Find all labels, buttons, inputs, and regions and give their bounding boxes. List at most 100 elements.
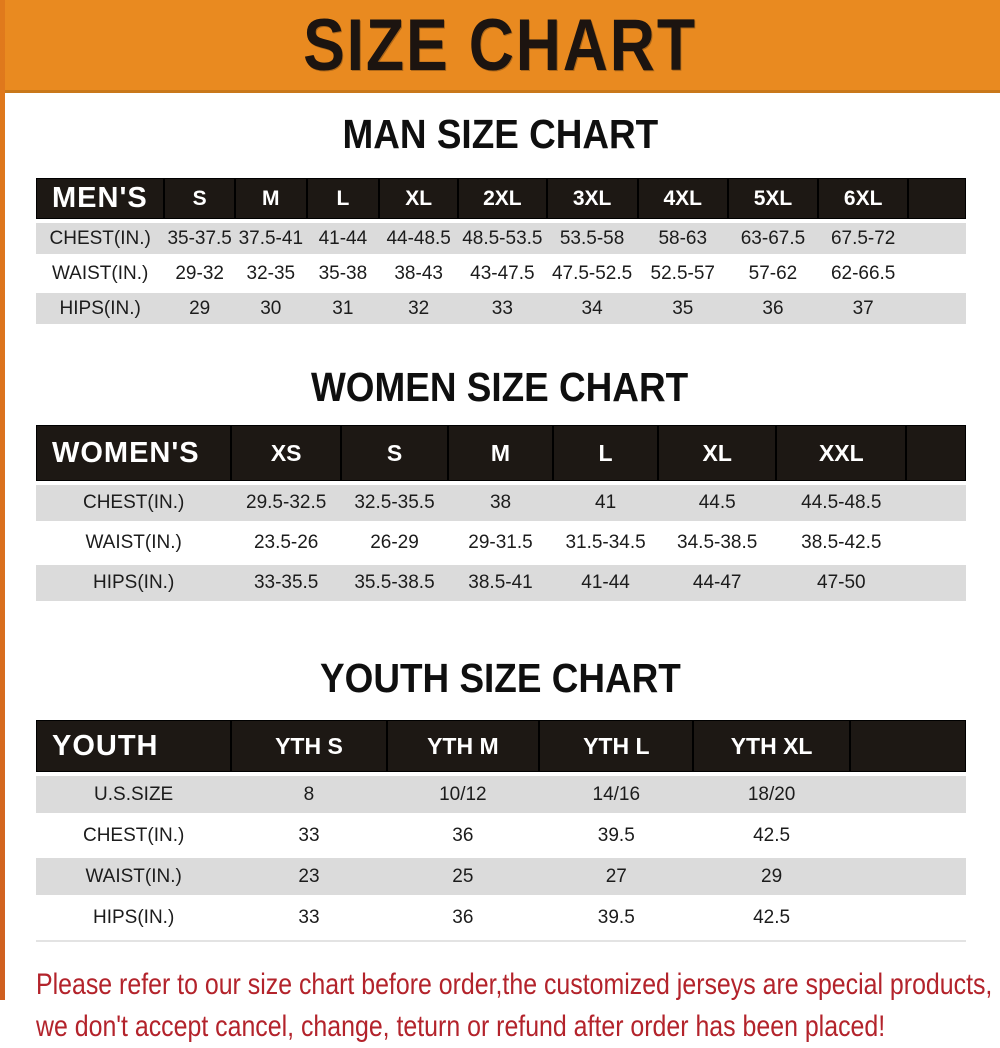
table-row: WAIST(IN.) 29-32 32-35 35-38 38-43 43-47.5 47.… <box>36 258 966 289</box>
banner-title: SIZE CHART <box>303 3 697 87</box>
value-cell: 32.5-35.5 <box>341 485 448 521</box>
value-cell: 36 <box>727 293 819 324</box>
column-header: YTH S <box>231 720 387 772</box>
row-label: CHEST(IN.) <box>36 485 232 521</box>
men-size-table: MEN'S S M L XL 2XL 3XL 4XL 5XL 6XL CHEST(IN.) 35-37… <box>36 174 966 328</box>
value-cell: 48.5-53.5 <box>458 223 547 254</box>
value-cell: 33-35.5 <box>231 565 342 601</box>
value-cell: 8 <box>231 776 387 813</box>
value-cell: 35 <box>637 293 728 324</box>
value-cell: 29-32 <box>164 258 235 289</box>
value-cell: 52.5-57 <box>637 258 728 289</box>
value-cell: 23 <box>231 858 387 895</box>
spacer-cell <box>849 858 966 895</box>
value-cell: 39.5 <box>539 817 694 854</box>
spacer-cell <box>906 525 966 561</box>
column-header: L <box>306 178 380 219</box>
table-header-row: WOMEN'S XS S M L XL XXL <box>36 425 966 481</box>
table-row: HIPS(IN.) 29 30 31 32 33 34 35 36 37 <box>36 293 966 324</box>
value-cell: 41 <box>553 485 659 521</box>
value-cell: 41-44 <box>553 565 659 601</box>
column-header: YTH L <box>539 720 694 772</box>
column-header: XL <box>379 178 459 219</box>
row-label: U.S.SIZE <box>36 776 232 813</box>
value-cell: 44.5 <box>658 485 777 521</box>
value-cell: 10/12 <box>386 776 540 813</box>
value-cell: 32 <box>379 293 459 324</box>
table-header-label: YOUTH <box>36 720 232 772</box>
value-cell: 35.5-38.5 <box>341 565 448 601</box>
column-header: YTH M <box>386 720 540 772</box>
table-header-label: MEN'S <box>36 178 165 219</box>
table-row: WAIST(IN.) 23.5-26 26-29 29-31.5 31.5-34.5 34… <box>36 525 966 561</box>
man-size-chart-title: MAN SIZE CHART <box>342 111 658 157</box>
table-header-row: MEN'S S M L XL 2XL 3XL 4XL 5XL 6XL <box>36 178 966 219</box>
row-label: HIPS(IN.) <box>36 565 232 601</box>
value-cell: 37 <box>818 293 909 324</box>
disclaimer-line-2: we don't accept cancel, change, teturn o… <box>36 1010 886 1043</box>
column-header: S <box>341 425 448 481</box>
spacer-cell <box>906 485 966 521</box>
value-cell: 33 <box>458 293 547 324</box>
spacer-cell <box>908 223 966 254</box>
value-cell: 47.5-52.5 <box>546 258 638 289</box>
spacer-cell <box>906 565 966 601</box>
value-cell: 63-67.5 <box>727 223 819 254</box>
women-size-table: WOMEN'S XS S M L XL XXL CHEST(IN.) 29.5-32.5 32.5… <box>36 421 966 605</box>
column-header: 3XL <box>546 178 638 219</box>
value-cell: 27 <box>539 858 694 895</box>
value-cell: 62-66.5 <box>818 258 909 289</box>
value-cell: 26-29 <box>341 525 448 561</box>
column-header: M <box>447 425 554 481</box>
value-cell: 44-47 <box>658 565 777 601</box>
value-cell: 35-37.5 <box>164 223 235 254</box>
spacer-cell <box>908 258 966 289</box>
spacer-cell <box>908 178 966 219</box>
column-header: L <box>553 425 659 481</box>
value-cell: 42.5 <box>693 899 850 936</box>
table-header-row: YOUTH YTH S YTH M YTH L YTH XL <box>36 720 966 772</box>
spacer-cell <box>849 720 966 772</box>
column-header: 4XL <box>637 178 728 219</box>
row-label: HIPS(IN.) <box>36 293 165 324</box>
value-cell: 14/16 <box>539 776 694 813</box>
women-size-chart-section: WOMEN SIZE CHART WOMEN'S XS S M L XL XXL CHEST(… <box>0 364 1000 605</box>
value-cell: 41-44 <box>306 223 380 254</box>
youth-size-chart-title: YOUTH SIZE CHART <box>319 655 681 701</box>
column-header: 5XL <box>727 178 819 219</box>
column-header: XL <box>658 425 777 481</box>
size-chart-banner: SIZE CHART <box>0 0 1000 93</box>
row-label: CHEST(IN.) <box>36 223 165 254</box>
value-cell: 29 <box>164 293 235 324</box>
table-row: CHEST(IN.) 33 36 39.5 42.5 <box>36 817 966 854</box>
value-cell: 29 <box>693 858 850 895</box>
value-cell: 33 <box>231 899 387 936</box>
table-row: CHEST(IN.) 29.5-32.5 32.5-35.5 38 41 44.5 44.5… <box>36 485 966 521</box>
row-label: WAIST(IN.) <box>36 258 165 289</box>
value-cell: 43-47.5 <box>458 258 547 289</box>
value-cell: 39.5 <box>539 899 694 936</box>
table-row: HIPS(IN.) 33 36 39.5 42.5 <box>36 899 966 936</box>
value-cell: 34 <box>546 293 638 324</box>
value-cell: 58-63 <box>637 223 728 254</box>
row-label: CHEST(IN.) <box>36 817 232 854</box>
column-header: 2XL <box>458 178 547 219</box>
column-header: YTH XL <box>693 720 850 772</box>
value-cell: 23.5-26 <box>231 525 342 561</box>
youth-size-table: YOUTH YTH S YTH M YTH L YTH XL U.S.SIZE 8 10/12… <box>36 716 966 942</box>
value-cell: 34.5-38.5 <box>658 525 777 561</box>
spacer-cell <box>908 293 966 324</box>
disclaimer-text: Please refer to our size chart before or… <box>36 964 992 1048</box>
value-cell: 53.5-58 <box>546 223 638 254</box>
row-label: WAIST(IN.) <box>36 858 232 895</box>
left-edge-strip <box>0 0 5 1000</box>
value-cell: 32-35 <box>235 258 307 289</box>
women-size-chart-title: WOMEN SIZE CHART <box>311 364 689 410</box>
table-row: HIPS(IN.) 33-35.5 35.5-38.5 38.5-41 41-44 44-… <box>36 565 966 601</box>
value-cell: 31.5-34.5 <box>553 525 659 561</box>
value-cell: 33 <box>231 817 387 854</box>
value-cell: 67.5-72 <box>818 223 909 254</box>
table-row: CHEST(IN.) 35-37.5 37.5-41 41-44 44-48.5 48.5… <box>36 223 966 254</box>
value-cell: 35-38 <box>306 258 380 289</box>
column-header: S <box>164 178 235 219</box>
